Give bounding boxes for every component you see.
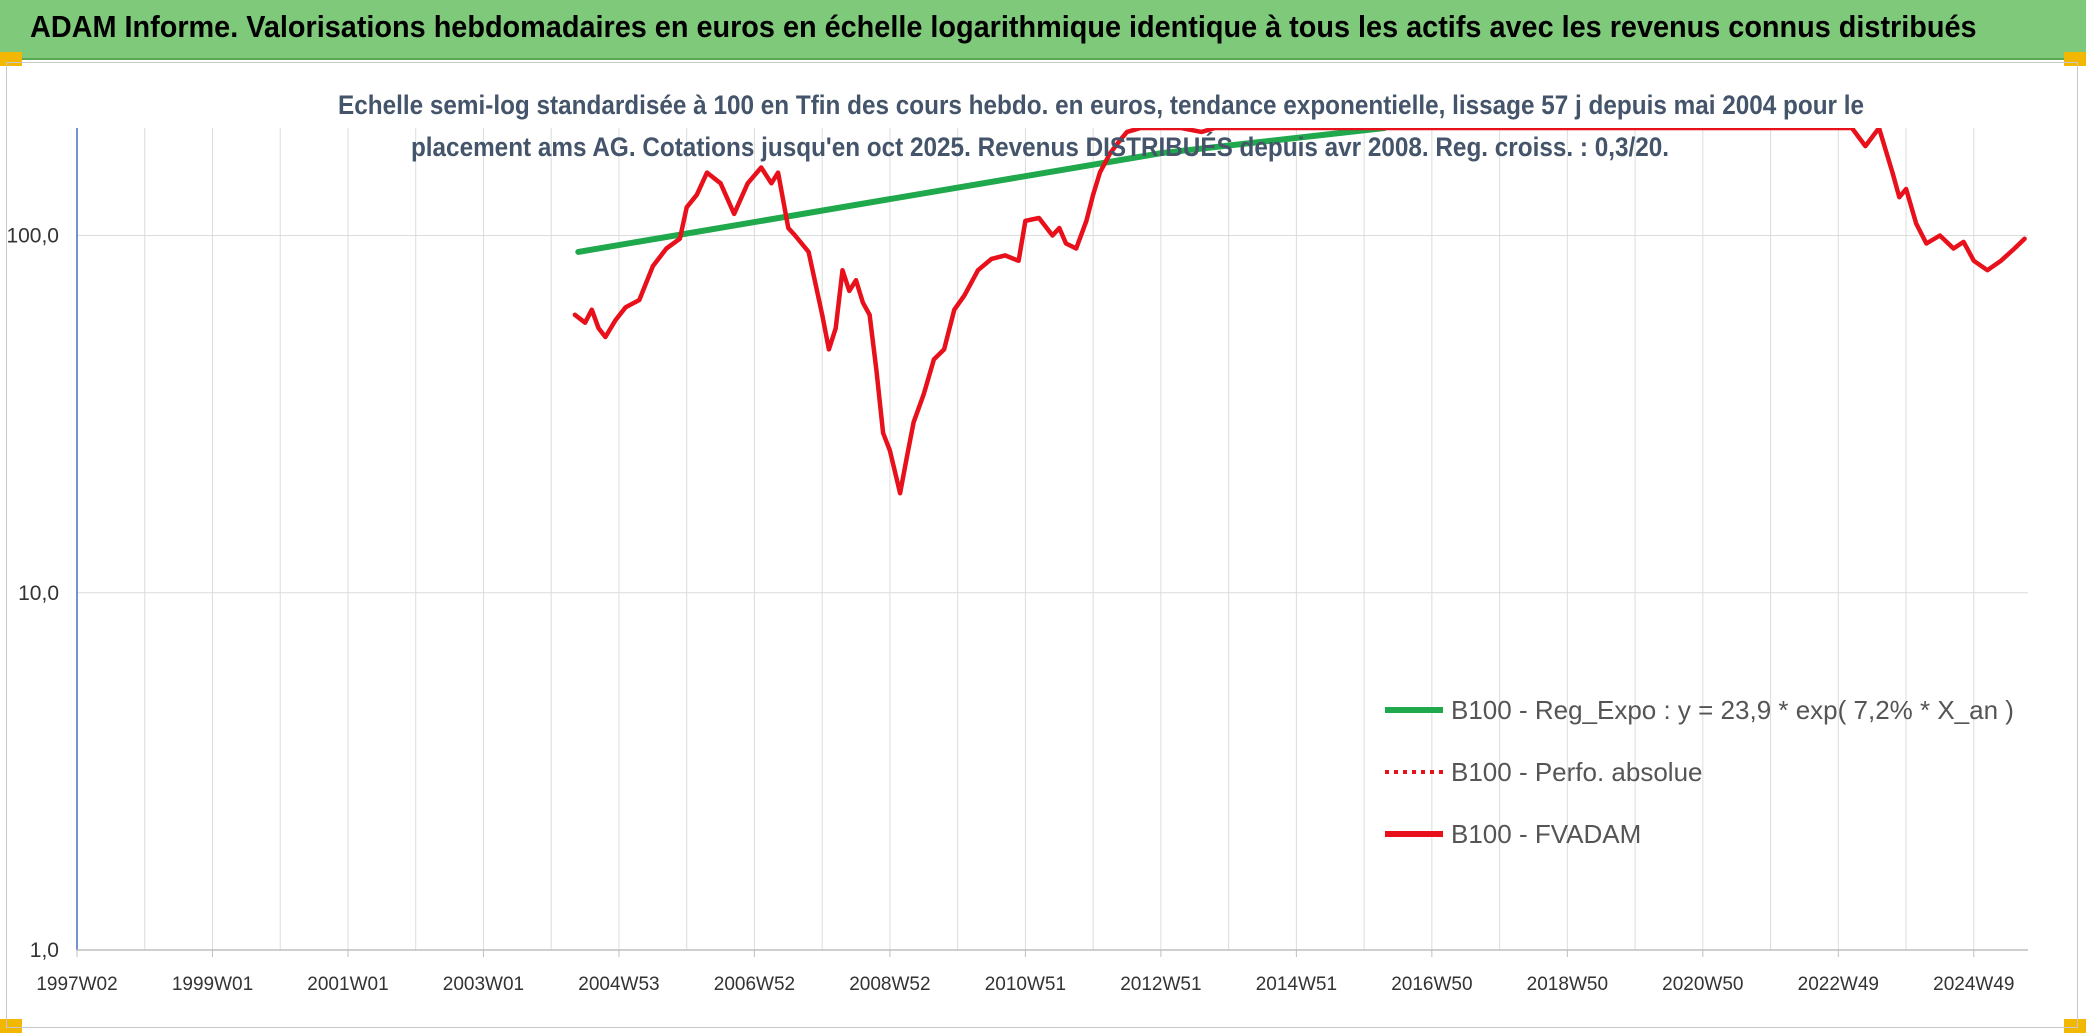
x-tick-label: 2022W49: [1798, 974, 1879, 995]
chart-frame: [6, 62, 2078, 1028]
x-tick-label: 2006W52: [714, 974, 795, 995]
series-line-2: [572, 128, 2027, 496]
x-tick-label: 2016W50: [1391, 974, 1472, 995]
legend-label-0: B100 - Reg_Expo : y = 23,9 * exp( 7,2% *…: [1451, 695, 2014, 725]
y-tick-label: 1,0: [30, 939, 59, 962]
x-tick-label: 2018W50: [1527, 974, 1608, 995]
report-header: ADAM Informe. Valorisations hebdomadaire…: [0, 0, 2086, 60]
x-tick-label: 2003W01: [443, 974, 524, 995]
x-tick-label: 1997W02: [36, 974, 117, 995]
x-tick-label: 2012W51: [1120, 974, 1201, 995]
chart-subtitle-line-1: Echelle semi-log standardisée à 100 en T…: [338, 90, 1865, 120]
grid-lines: [76, 128, 2028, 951]
corner-marker-bottom-right: [2064, 1019, 2086, 1033]
x-tick-label: 1999W01: [172, 974, 253, 995]
report-title: ADAM Informe. Valorisations hebdomadaire…: [30, 9, 1977, 44]
legend-label-2: B100 - FVADAM: [1451, 819, 1641, 849]
x-tick-label: 2001W01: [307, 974, 388, 995]
x-tick-label: 2010W51: [985, 974, 1066, 995]
y-tick-label: 10,0: [18, 582, 59, 605]
y-tick-label: 100,0: [6, 225, 59, 248]
x-tick-label: 2008W52: [849, 974, 930, 995]
axes: 1,0 10,0 100,0 1997W02 1999W01 2001W01 2003W01…: [6, 128, 2028, 995]
series-line-0: [575, 128, 1388, 255]
x-tick-label: 2014W51: [1256, 974, 1337, 995]
series-layer: [572, 128, 2027, 496]
legend-label-1: B100 - Perfo. absolue: [1451, 757, 1703, 787]
x-tick-label: 2024W49: [1933, 974, 2014, 995]
corner-marker-bottom-left: [0, 1019, 22, 1033]
x-tick-label: 2020W50: [1662, 974, 1743, 995]
chart-subtitle-line-2: placement ams AG. Cotations jusqu'en oct…: [410, 132, 1670, 162]
x-tick-label: 2004W53: [578, 974, 659, 995]
legend: B100 - Reg_Expo : y = 23,9 * exp( 7,2% *…: [1385, 695, 2014, 849]
